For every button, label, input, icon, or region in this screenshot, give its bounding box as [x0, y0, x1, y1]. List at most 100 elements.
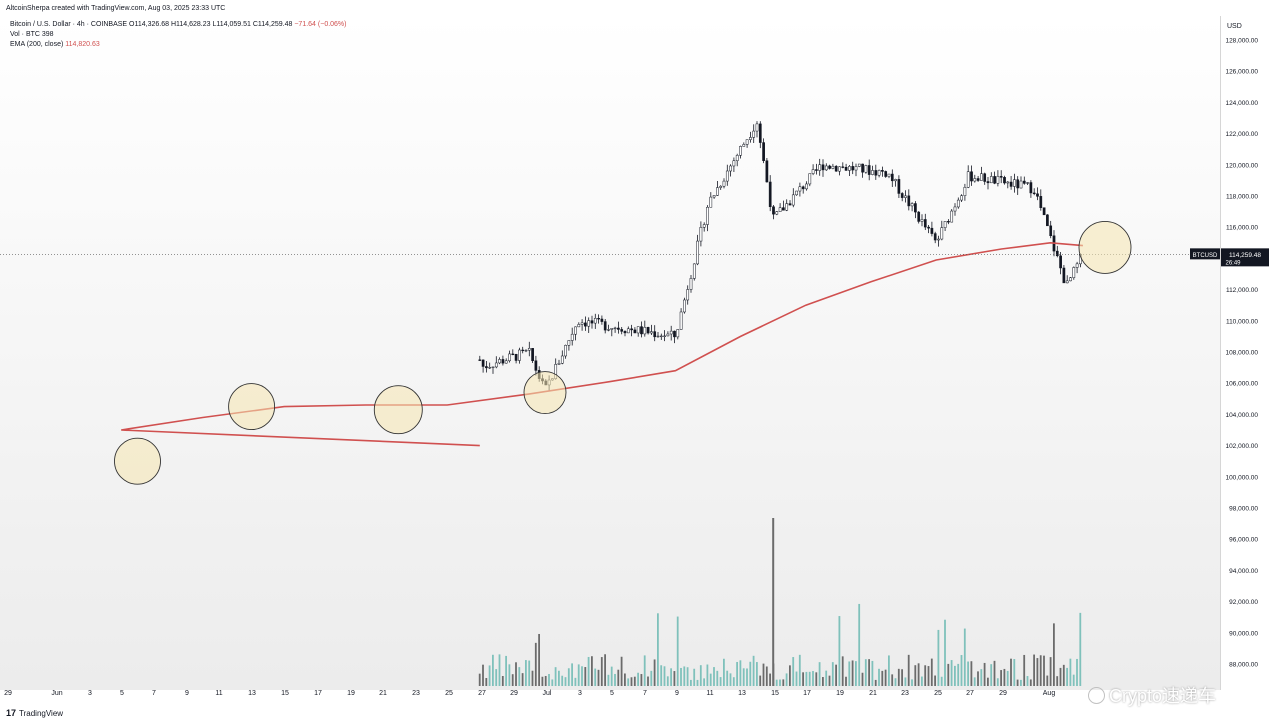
price-pane[interactable] [0, 16, 1220, 690]
volume-bar [663, 666, 666, 686]
volume-bar [574, 677, 577, 686]
candle-body [917, 211, 921, 222]
candle-body [755, 123, 759, 132]
volume-bar [864, 659, 867, 686]
date-tick-label: 25 [445, 690, 453, 697]
candle-body [1009, 181, 1013, 187]
volume-bar [525, 660, 527, 686]
date-tick-label: 23 [412, 690, 420, 697]
date-tick-label: 9 [675, 690, 679, 697]
volume-bar [478, 673, 481, 686]
candle-body [1039, 196, 1043, 208]
volume-bar [990, 664, 993, 686]
candle-body [603, 321, 607, 331]
brand-name: TradingView [19, 708, 64, 718]
candle-body [481, 359, 485, 367]
date-tick-label: 19 [347, 690, 355, 697]
candle-body [663, 335, 666, 337]
candle-body [610, 328, 614, 330]
volume-bar [554, 667, 557, 686]
candle-body [719, 185, 723, 188]
date-tick-label: 3 [578, 690, 582, 697]
volume-bar [538, 633, 540, 686]
volume-bar [927, 666, 930, 686]
date-tick-label: 29 [999, 690, 1007, 697]
tradingview-logo-icon: 17 [6, 708, 17, 718]
volume-bar [792, 657, 795, 686]
price-tick-label: 88,000.00 [1229, 662, 1258, 669]
candle-body [650, 331, 653, 334]
volume-bar [815, 672, 818, 686]
date-tick-label: 15 [281, 690, 289, 697]
volume-bar [802, 672, 804, 686]
volume-bar [1046, 675, 1049, 686]
volume-bar [904, 677, 907, 686]
candle-body [950, 210, 954, 223]
volume-bar [534, 642, 537, 686]
candle-body [854, 166, 858, 171]
candle-body [692, 263, 696, 279]
volume-bar [528, 660, 531, 686]
candle-body [511, 353, 515, 355]
candle-body [531, 348, 534, 361]
candle-body [646, 327, 650, 334]
candle-body [818, 164, 822, 171]
candle-body [838, 166, 841, 172]
candle-body [1042, 207, 1046, 216]
volume-bar [541, 676, 544, 686]
candle-body [811, 169, 815, 174]
candle-body [857, 163, 861, 167]
volume-bar [960, 655, 963, 686]
volume-bar [567, 668, 570, 686]
volume-bar [699, 665, 702, 686]
candle-body [821, 164, 825, 171]
volume-legend[interactable]: Vol · BTC 398 [10, 31, 54, 38]
candle-body [626, 328, 630, 334]
candle-body [1026, 182, 1029, 184]
volume-bar [544, 675, 547, 686]
volume-bar [812, 671, 814, 686]
candle-body [504, 360, 508, 364]
candle-body [772, 206, 775, 215]
volume-bar [934, 675, 936, 686]
volume-bar [894, 678, 897, 686]
candle-body [752, 130, 756, 138]
candle-body [831, 165, 835, 169]
volume-bar [1069, 658, 1072, 686]
volume-bar [657, 613, 659, 686]
volume-bar [604, 654, 606, 686]
legend-symbol-row: Bitcoin / U.S. Dollar · 4h · COINBASE O1… [10, 20, 347, 30]
candle-body [923, 219, 927, 228]
date-tick-label: 11 [706, 690, 713, 697]
candle-body [1003, 177, 1006, 184]
volume-bar [746, 668, 748, 686]
watermark: Crypto速递车 [1088, 682, 1216, 708]
volume-bar [765, 666, 768, 686]
candle-body [1059, 255, 1062, 269]
volume-bar [1000, 670, 1002, 686]
volume-bar [983, 662, 986, 686]
ema-legend[interactable]: EMA (200, close) 114,820.63 [10, 40, 347, 50]
volume-bar [977, 671, 979, 686]
price-tick-label: 100,000.00 [1225, 474, 1258, 481]
volume-bar [719, 677, 722, 686]
candle-body [709, 196, 713, 208]
price-axis[interactable] [1220, 16, 1269, 690]
volume-bar [779, 679, 781, 686]
candle-body [877, 170, 881, 176]
volume-bar [488, 665, 491, 686]
candle-body [745, 139, 749, 145]
candle-body [478, 359, 482, 361]
volume-bar [742, 668, 745, 686]
date-tick-label: 17 [314, 690, 322, 697]
candle-body [910, 203, 914, 207]
symbol-title[interactable]: Bitcoin / U.S. Dollar · 4h · COINBASE [10, 21, 128, 28]
candle-body [1016, 179, 1020, 189]
volume-bar [917, 663, 920, 686]
date-tick-label: 7 [152, 690, 156, 697]
candle-body [1069, 277, 1072, 282]
date-tick-label: 29 [4, 690, 12, 697]
volume-bar [564, 677, 567, 686]
candle-body [976, 178, 980, 181]
